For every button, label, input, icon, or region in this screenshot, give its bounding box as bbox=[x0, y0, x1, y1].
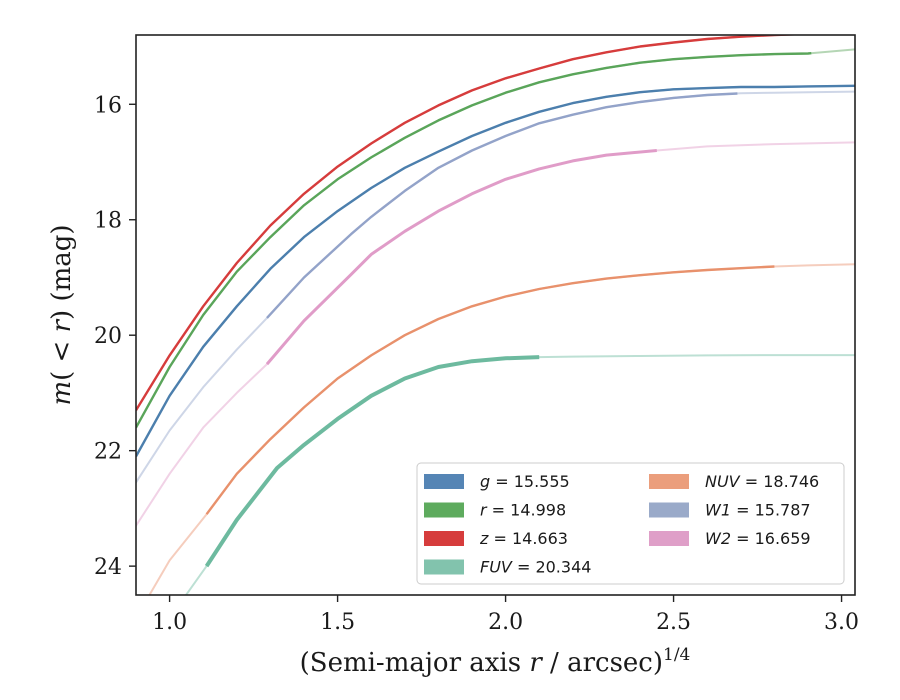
series-w2 bbox=[136, 141, 855, 527]
legend-value-nuv: = 18.746 bbox=[740, 472, 820, 491]
legend-var-w1: W1 bbox=[705, 501, 731, 520]
series-fuv bbox=[184, 354, 855, 595]
legend-value-w2: = 16.659 bbox=[731, 529, 811, 548]
series-nuv-line bbox=[205, 265, 775, 515]
legend-label-nuv: NUV = 18.746 bbox=[705, 472, 819, 491]
y-axis-title-close: ) bbox=[47, 310, 77, 320]
series-g-line bbox=[136, 84, 855, 457]
series-r bbox=[136, 48, 855, 429]
y-tick-label: 18 bbox=[94, 209, 122, 234]
y-tick-label: 22 bbox=[94, 440, 122, 465]
legend-value-w1: = 15.787 bbox=[731, 501, 811, 520]
series-layer bbox=[136, 35, 855, 595]
legend-swatch-z bbox=[424, 531, 464, 546]
y-axis-title-var: r bbox=[47, 318, 77, 332]
y-axis-title: m( < r) (mag) bbox=[47, 224, 77, 405]
series-nuv bbox=[148, 263, 855, 595]
series-r-line bbox=[136, 52, 812, 429]
legend-label-fuv: FUV = 20.344 bbox=[480, 558, 591, 577]
legend-swatch-nuv bbox=[649, 474, 689, 489]
series-w1-line bbox=[266, 92, 738, 319]
y-tick-label: 16 bbox=[94, 93, 122, 118]
series-w2-line bbox=[265, 149, 657, 366]
plot-frame bbox=[135, 34, 856, 596]
y-axis-title-lt: < bbox=[47, 332, 77, 370]
legend-value-fuv: = 20.344 bbox=[512, 558, 592, 577]
legend-var-fuv: FUV bbox=[480, 558, 513, 577]
ticks-layer: 1.0 1.5 2.0 2.5 3.0 16 18 20 22 24 bbox=[94, 93, 859, 635]
x-axis-title-var: r bbox=[529, 648, 543, 678]
legend-label-z: z = 14.663 bbox=[479, 529, 568, 548]
legend-var-r: r bbox=[480, 501, 488, 520]
series-z bbox=[136, 35, 809, 412]
y-axis-title-open: ( bbox=[47, 371, 77, 381]
legend-label-w2: W2 = 16.659 bbox=[705, 529, 811, 548]
series-z-line bbox=[136, 35, 809, 411]
legend-swatch-w2 bbox=[649, 531, 689, 546]
legend-box bbox=[416, 462, 845, 585]
legend-swatch-w1 bbox=[649, 502, 689, 518]
legend-label-r: r = 14.998 bbox=[480, 501, 566, 520]
x-axis-title-sup: 1/4 bbox=[663, 645, 690, 665]
x-axis-title-main: (Semi-major axis bbox=[300, 648, 530, 678]
x-tick-label: 1.0 bbox=[152, 610, 187, 635]
x-tick-label: 2.5 bbox=[656, 610, 691, 635]
series-fuv-line bbox=[204, 355, 540, 568]
series-w1 bbox=[136, 90, 855, 484]
legend-var-z: z bbox=[479, 529, 489, 548]
x-axis-title-rest: / arcsec) bbox=[542, 648, 663, 678]
series-g bbox=[136, 84, 855, 458]
y-tick-label: 24 bbox=[94, 555, 122, 580]
x-tick-label: 3.0 bbox=[824, 610, 859, 635]
legend-value-r: = 14.998 bbox=[487, 501, 567, 520]
legend-var-g: g bbox=[480, 472, 490, 491]
y-tick-label: 20 bbox=[94, 324, 122, 349]
x-tick-label: 2.0 bbox=[488, 610, 523, 635]
y-axis-title-main: m bbox=[47, 381, 77, 406]
x-axis-title: (Semi-major axis r / arcsec)1/4 bbox=[300, 645, 691, 678]
legend-var-w2: W2 bbox=[705, 529, 731, 548]
legend-label-g: g = 15.555 bbox=[480, 472, 570, 491]
legend-swatch-fuv bbox=[424, 559, 464, 575]
x-tick-label: 1.5 bbox=[320, 610, 355, 635]
legend-value-z: = 14.663 bbox=[488, 529, 568, 548]
y-axis-title-unit: (mag) bbox=[47, 224, 77, 309]
legend-label-w1: W1 = 15.787 bbox=[705, 501, 811, 520]
legend-var-nuv: NUV bbox=[705, 472, 741, 491]
legend-swatch-r bbox=[424, 502, 464, 518]
legend-swatch-g bbox=[424, 474, 464, 489]
legend-value-g: = 15.555 bbox=[490, 472, 570, 491]
